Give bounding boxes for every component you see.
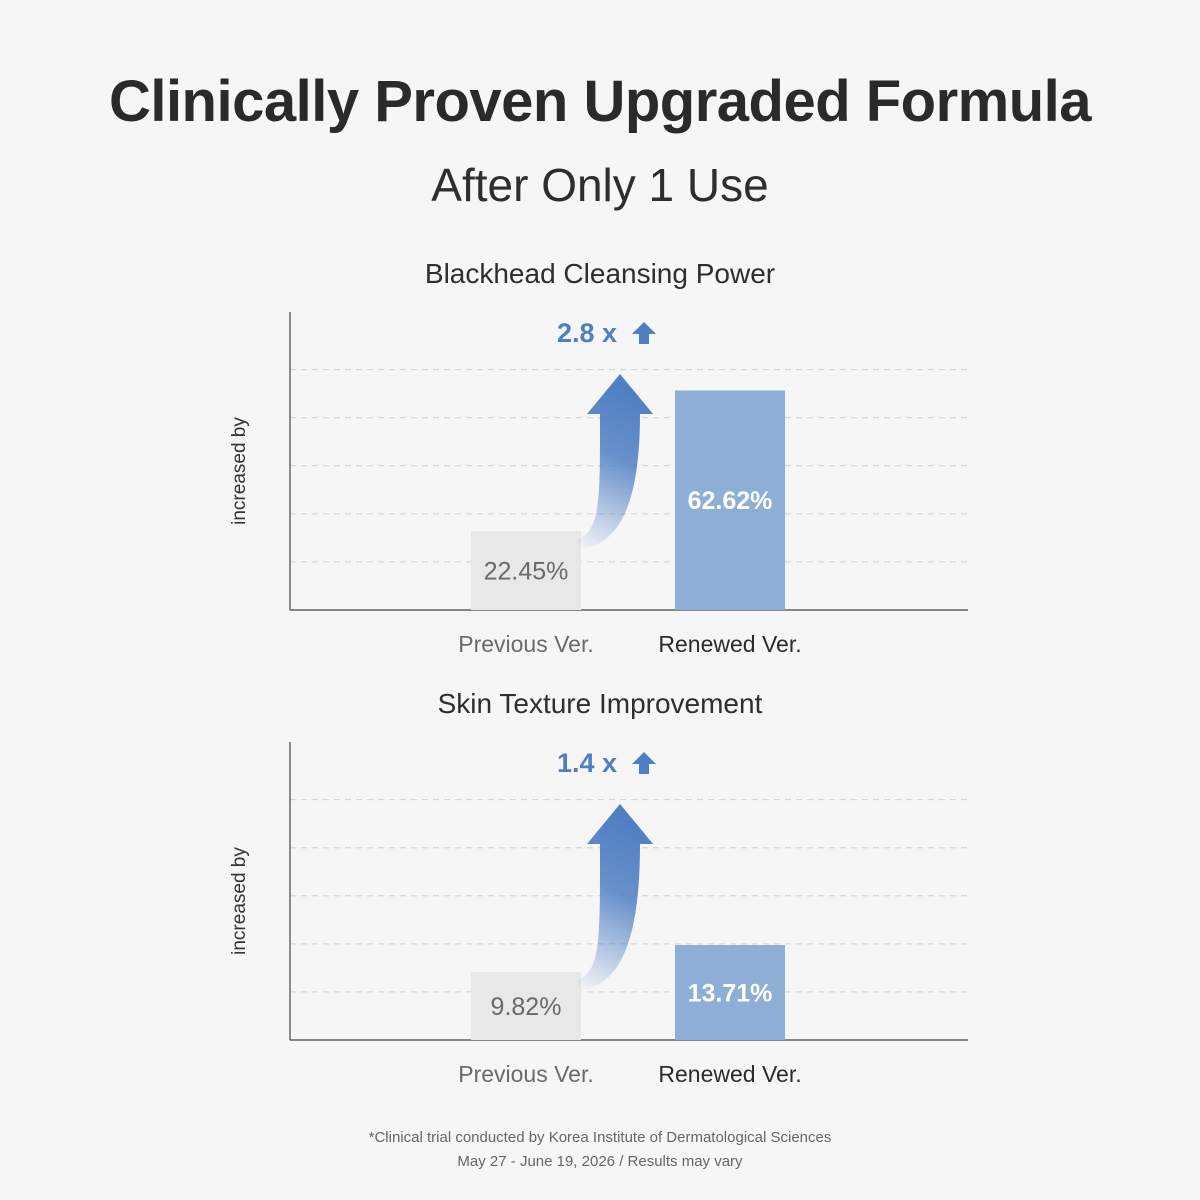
- page-subtitle: After Only 1 Use: [431, 159, 769, 211]
- bar-previous: [471, 971, 581, 1040]
- data-label: 13.71%: [688, 979, 773, 1007]
- data-label: 9.82%: [491, 993, 562, 1021]
- y-axis-label: increased by: [229, 847, 250, 955]
- growth-arrow-icon: [577, 374, 653, 550]
- x-tick-label: Previous Ver.: [458, 631, 594, 657]
- footnote-line-1: *Clinical trial conducted by Korea Insti…: [368, 1129, 832, 1146]
- data-label: 22.45%: [484, 558, 569, 586]
- page-title: Clinically Proven Upgraded Formula: [108, 69, 1092, 134]
- bar-previous: [471, 531, 581, 610]
- footnote: *Clinical trial conducted by Korea Insti…: [0, 1126, 1200, 1174]
- x-tick-label: Renewed Ver.: [658, 631, 801, 657]
- multiplier-label: 2.8 x: [557, 318, 617, 348]
- growth-arrow-icon: [577, 804, 653, 990]
- chart-title-blackhead: Blackhead Cleansing Power: [424, 258, 776, 289]
- footnote-line-2: May 27 - June 19, 2026 / Results may var…: [457, 1153, 743, 1170]
- bar-renewed: [675, 390, 785, 610]
- up-arrow-icon: [632, 752, 656, 774]
- chart-blackhead-cleansing: increased by 22.45% Previous Ver. 62.62% Ren…: [229, 312, 968, 657]
- x-tick-label: Previous Ver.: [458, 1061, 594, 1087]
- bar-renewed: [675, 944, 785, 1040]
- data-label: 62.62%: [688, 487, 773, 515]
- chart-title-skin-texture: Skin Texture Improvement: [437, 688, 763, 719]
- x-tick-label: Renewed Ver.: [658, 1061, 801, 1087]
- chart-skin-texture: increased by 9.82% Previous Ver. 13.71% Rene…: [229, 742, 968, 1087]
- multiplier-label: 1.4 x: [557, 748, 617, 778]
- y-axis-label: increased by: [229, 417, 250, 525]
- up-arrow-icon: [632, 322, 656, 344]
